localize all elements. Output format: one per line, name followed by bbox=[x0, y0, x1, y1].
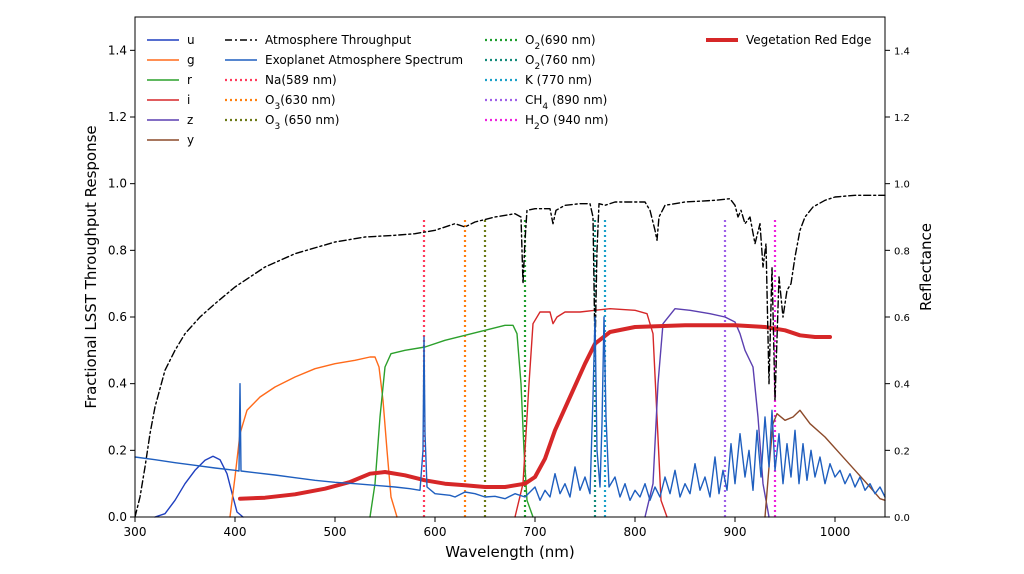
series-atmosphere-throughput bbox=[134, 194, 886, 518]
series-vegetation-red-edge bbox=[238, 323, 832, 501]
plot-frame bbox=[134, 16, 886, 518]
y-right-tick-label: 0.0 bbox=[894, 513, 910, 524]
y-tick-label: 0.0 bbox=[108, 510, 127, 524]
x-axis-title: Wavelength (nm) bbox=[445, 543, 575, 561]
legend-entry-label: O2(760 nm) bbox=[525, 53, 596, 72]
series-exoplanet-atmosphere-spectrum bbox=[134, 316, 886, 501]
x-tick-label: 600 bbox=[424, 525, 447, 539]
legend-entry-label: O2(690 nm) bbox=[525, 33, 596, 52]
legend-entry-label: O3 (650 nm) bbox=[265, 113, 339, 132]
x-tick-label: 700 bbox=[524, 525, 547, 539]
series-i bbox=[514, 308, 668, 518]
y-tick-label: 0.4 bbox=[108, 377, 127, 391]
y-tick-label: 0.8 bbox=[108, 243, 127, 257]
x-tick-label: 300 bbox=[124, 525, 147, 539]
y-tick-label: 1.0 bbox=[108, 177, 127, 191]
series-r bbox=[369, 324, 534, 518]
legend-entry-label: r bbox=[187, 73, 192, 87]
y-right-tick-label: 0.2 bbox=[894, 446, 910, 457]
legend-entry-label: Atmosphere Throughput bbox=[265, 33, 411, 47]
legend-entry-label: K (770 nm) bbox=[525, 73, 592, 87]
y-tick-label: 1.4 bbox=[108, 43, 127, 57]
series-y bbox=[764, 409, 886, 518]
x-tick-label: 400 bbox=[224, 525, 247, 539]
legend-entry-label: z bbox=[187, 113, 193, 127]
y-tick-label: 1.2 bbox=[108, 110, 127, 124]
y-right-tick-label: 0.8 bbox=[894, 246, 910, 257]
series-u bbox=[154, 455, 244, 518]
legend-entry-label: Vegetation Red Edge bbox=[746, 33, 871, 47]
legend-entry-label: CH4 (890 nm) bbox=[525, 93, 607, 112]
y-right-tick-label: 1.0 bbox=[894, 180, 910, 191]
legend-entry-label: O3(630 nm) bbox=[265, 93, 336, 112]
x-tick-label: 800 bbox=[624, 525, 647, 539]
plot-area bbox=[134, 194, 886, 518]
legend-entry-label: Na(589 nm) bbox=[265, 73, 337, 87]
legend-entry-label: Exoplanet Atmosphere Spectrum bbox=[265, 53, 463, 67]
x-tick-label: 900 bbox=[724, 525, 747, 539]
y-right-tick-label: 1.2 bbox=[894, 113, 910, 124]
y-right-tick-label: 0.4 bbox=[894, 380, 910, 391]
y-right-tick-label: 0.6 bbox=[894, 313, 910, 324]
x-tick-label: 500 bbox=[324, 525, 347, 539]
y-right-tick-label: 1.4 bbox=[894, 46, 910, 57]
y-axis-right-title: Reflectance bbox=[917, 223, 935, 311]
y-tick-label: 0.6 bbox=[108, 310, 127, 324]
legend-entry-label: y bbox=[187, 133, 194, 147]
series-g bbox=[229, 356, 398, 518]
legend-entry-label: H2O (940 nm) bbox=[525, 113, 608, 132]
x-tick-label: 1000 bbox=[820, 525, 851, 539]
legend-entry-label: g bbox=[187, 53, 195, 67]
legend-entry-label: u bbox=[187, 33, 195, 47]
series-z bbox=[644, 308, 770, 518]
y-axis-title: Fractional LSST Throughput Response bbox=[82, 125, 100, 408]
legend-entry-label: i bbox=[187, 93, 190, 107]
y-tick-label: 0.2 bbox=[108, 443, 127, 457]
axes: 300 400 500 600 700 800 900 1000 0.0 0.0 0.2 0.2 0.4… bbox=[108, 43, 910, 539]
